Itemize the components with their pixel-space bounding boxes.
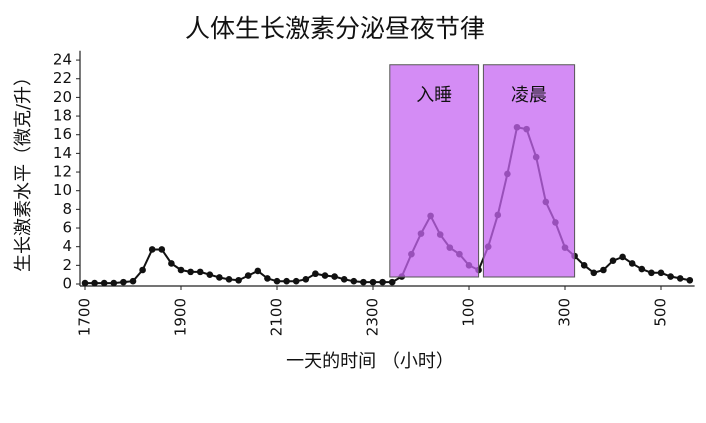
data-point: [187, 268, 194, 276]
x-tick-label: 2300: [364, 298, 382, 336]
data-point: [129, 277, 137, 285]
data-point: [100, 279, 108, 287]
y-tick-label: 18: [53, 107, 72, 125]
data-point: [360, 278, 367, 286]
data-point: [120, 278, 127, 286]
data-point: [686, 276, 694, 284]
data-point: [388, 278, 396, 286]
data-point: [81, 279, 89, 287]
data-point: [600, 266, 607, 274]
data-point: [264, 275, 271, 282]
x-tick-label: 300: [556, 298, 574, 327]
y-tick-label: 12: [53, 163, 72, 181]
y-tick-label: 14: [53, 144, 72, 162]
chart-title: 人体生长激素分泌昼夜节律: [185, 14, 485, 43]
x-tick-label: 1700: [76, 298, 94, 336]
y-tick-label: 2: [62, 256, 72, 274]
data-point: [91, 279, 98, 287]
x-tick-label: 100: [460, 298, 478, 327]
data-point: [590, 269, 598, 277]
x-tick-label: 2100: [268, 298, 286, 336]
x-axis-title: 一天的时间 （小时）: [286, 351, 454, 372]
data-point: [273, 277, 281, 285]
data-point: [369, 278, 377, 286]
y-tick-label: 24: [53, 51, 72, 69]
data-point: [110, 279, 118, 287]
data-point: [235, 276, 242, 284]
x-tick-label: 500: [652, 298, 670, 327]
data-point: [254, 267, 262, 275]
region: [482, 64, 576, 278]
y-tick-label: 16: [53, 125, 72, 143]
y-tick-label: 22: [53, 69, 72, 87]
data-point: [331, 273, 338, 280]
data-point: [379, 278, 386, 286]
y-tick-label: 6: [62, 219, 72, 237]
x-tick-label: 1900: [172, 298, 190, 336]
data-line: [85, 126, 690, 285]
data-point: [619, 253, 626, 261]
data-point: [657, 269, 665, 277]
y-tick-label: 8: [62, 200, 72, 218]
data-point: [139, 266, 146, 274]
region-label: 入睡: [416, 85, 452, 106]
data-point: [158, 246, 166, 253]
region-label: 凌晨: [511, 85, 547, 106]
data-point: [206, 271, 214, 278]
y-tick-label: 20: [53, 88, 72, 106]
y-axis-title: 生长激素水平（微克/升）: [13, 68, 34, 272]
data-point: [216, 274, 223, 281]
y-tick-label: 4: [62, 237, 72, 255]
data-point: [648, 269, 655, 277]
data-point: [340, 276, 348, 283]
region: [389, 64, 480, 278]
data-point: [196, 268, 204, 276]
data-point: [168, 260, 175, 267]
y-tick-label: 10: [53, 181, 72, 199]
data-point: [225, 276, 233, 283]
data-point: [609, 257, 617, 264]
y-tick-label: 0: [62, 275, 72, 293]
data-point: [244, 272, 252, 279]
data-point: [321, 272, 329, 279]
data-point: [292, 277, 300, 285]
data-point: [638, 265, 646, 273]
data-point: [667, 273, 674, 280]
data-point: [177, 266, 185, 274]
data-point: [312, 270, 319, 278]
data-point: [350, 277, 358, 285]
data-point: [148, 246, 156, 253]
data-point: [628, 260, 636, 267]
data-point: [580, 262, 588, 269]
data-point: [302, 276, 310, 283]
data-point: [676, 275, 684, 282]
data-point: [283, 277, 290, 285]
